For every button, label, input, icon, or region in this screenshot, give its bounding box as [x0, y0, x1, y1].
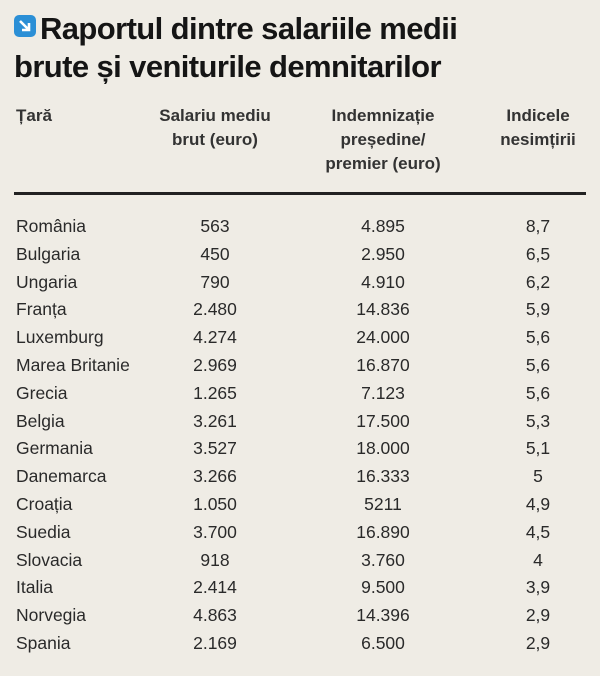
- salary-cell: 1.265: [193, 382, 237, 403]
- table-row: Bulgaria 450 2.950 6,5: [0, 240, 600, 268]
- table-row: Belgia 3.261 17.500 5,3: [0, 407, 600, 435]
- allowance-cell: 14.396: [356, 605, 410, 626]
- table-row: Grecia 1.265 7.123 5,6: [0, 379, 600, 407]
- allowance-cell: 17.500: [356, 410, 410, 431]
- country-cell: Slovacia: [16, 549, 83, 570]
- index-cell: 2,9: [525, 605, 551, 626]
- country-cell: Franța: [16, 299, 67, 320]
- allowance-cell: 16.870: [356, 355, 410, 375]
- index-cell: 5,9: [525, 299, 551, 320]
- country-cell: Italia: [16, 577, 53, 598]
- index-cell: 6,5: [525, 243, 551, 264]
- index-cell: 5: [533, 466, 543, 487]
- country-cell: Suedia: [16, 521, 71, 542]
- salary-cell: 563: [200, 216, 230, 236]
- country-cell: Grecia: [16, 382, 68, 403]
- table-row: Italia 2.414 9.500 3,9: [0, 573, 600, 601]
- table-title: Raportul dintre salariile medii brute și…: [14, 10, 594, 86]
- allowance-cell: 3.760: [361, 549, 405, 570]
- index-cell: 2,9: [525, 633, 551, 653]
- arrow-down-right-icon: [14, 15, 36, 37]
- country-cell: Belgia: [16, 410, 65, 431]
- allowance-cell: 16.333: [356, 466, 410, 487]
- table-row: Slovacia 918 3.760 4: [0, 546, 600, 574]
- table-row: România 563 4.895 8,7: [0, 212, 600, 240]
- index-cell: 4,9: [525, 494, 551, 514]
- salary-cell: 2.169: [193, 633, 237, 653]
- country-cell: Spania: [16, 633, 71, 653]
- country-cell: Luxemburg: [16, 327, 104, 348]
- table-row: Germania 3.527 18.000 5,1: [0, 434, 600, 462]
- salary-cell: 2.969: [193, 355, 237, 375]
- allowance-cell: 24.000: [356, 327, 410, 348]
- allowance-cell: 9.500: [361, 577, 405, 598]
- allowance-cell: 4.895: [361, 216, 405, 236]
- table-row: Suedia 3.700 16.890 4,5: [0, 518, 600, 546]
- column-header-country: Țară: [16, 106, 52, 125]
- column-header-index: Indicele nesimțirii: [500, 106, 576, 149]
- allowance-cell: 16.890: [356, 521, 410, 542]
- country-cell: Danemarca: [16, 466, 107, 487]
- index-cell: 4: [533, 549, 543, 570]
- country-cell: Marea Britanie: [16, 355, 130, 375]
- index-cell: 6,2: [525, 271, 551, 292]
- salary-cell: 450: [200, 243, 230, 264]
- table-row: Marea Britanie 2.969 16.870 5,6: [0, 351, 600, 379]
- country-cell: Croația: [16, 494, 73, 514]
- country-cell: Bulgaria: [16, 243, 81, 264]
- title-line-2: brute și veniturile demnitarilor: [14, 49, 442, 84]
- table-row: Danemarca 3.266 16.333 5: [0, 462, 600, 490]
- salary-cell: 918: [200, 549, 230, 570]
- allowance-cell: 5211: [364, 494, 402, 514]
- index-cell: 5,6: [525, 382, 551, 403]
- index-cell: 5,6: [525, 327, 551, 348]
- country-cell: România: [16, 216, 87, 236]
- index-cell: 5,1: [525, 438, 551, 459]
- salary-cell: 4.863: [193, 605, 237, 626]
- table-row: Croația 1.050 5211 4,9: [0, 490, 600, 518]
- allowance-cell: 14.836: [356, 299, 410, 320]
- allowance-cell: 4.910: [361, 271, 405, 292]
- table-row: Ungaria 790 4.910 6,2: [0, 268, 600, 296]
- index-cell: 4,5: [525, 521, 551, 542]
- table-row: Spania 2.169 6.500 2,9: [0, 629, 600, 657]
- salary-cell: 3.266: [193, 466, 237, 487]
- allowance-cell: 18.000: [356, 438, 410, 459]
- table-row: Franța 2.480 14.836 5,9: [0, 295, 600, 323]
- salary-cell: 2.480: [193, 299, 237, 320]
- table-row: Luxemburg 4.274 24.000 5,6: [0, 323, 600, 351]
- column-header-salary: Salariu mediu brut (euro): [159, 106, 271, 149]
- allowance-cell: 2.950: [361, 243, 405, 264]
- salary-cell: 4.274: [193, 327, 237, 348]
- country-cell: Ungaria: [16, 271, 78, 292]
- index-cell: 3,9: [525, 577, 551, 598]
- salary-cell: 3.527: [193, 438, 237, 459]
- allowance-cell: 7.123: [361, 382, 405, 403]
- table-row: Norvegia 4.863 14.396 2,9: [0, 601, 600, 629]
- salary-cell: 1.050: [193, 494, 237, 514]
- index-cell: 8,7: [525, 216, 551, 236]
- title-line-1: Raportul dintre salariile medii: [40, 11, 458, 46]
- allowance-cell: 6.500: [361, 633, 405, 653]
- index-cell: 5,3: [525, 410, 551, 431]
- country-cell: Norvegia: [16, 605, 87, 626]
- salary-cell: 2.414: [193, 577, 237, 598]
- index-cell: 5,6: [525, 355, 551, 375]
- salary-cell: 790: [200, 271, 230, 292]
- salary-cell: 3.261: [193, 410, 237, 431]
- column-header-allowance: Indemnizație președine/premier (euro): [325, 106, 441, 173]
- salary-cell: 3.700: [193, 521, 237, 542]
- country-cell: Germania: [16, 438, 93, 459]
- header-divider: [14, 192, 586, 195]
